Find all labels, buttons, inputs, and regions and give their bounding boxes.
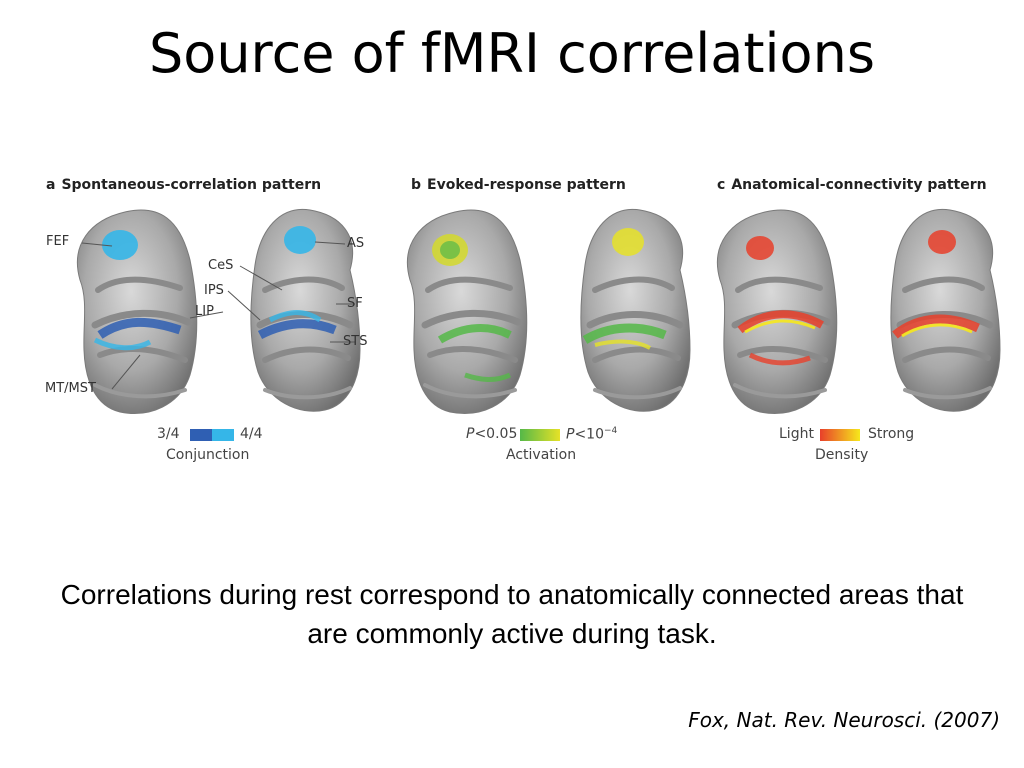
brain-illustrations — [0, 160, 1024, 480]
panel-b-right-hemisphere — [581, 209, 690, 411]
panel-c-legend-title: Density — [815, 447, 869, 463]
label-fef: FEF — [46, 234, 70, 249]
brain-figure: a Spontaneous-correlation pattern FEF AS … — [0, 160, 1024, 480]
panel-b-legend-swatch — [520, 429, 560, 441]
panel-a-legend-swatch-low — [190, 429, 212, 441]
panel-b-legend-low: P<0.05 — [466, 426, 518, 442]
panel-b-title: b Evoked-response pattern — [411, 177, 626, 193]
slide-caption: Correlations during rest correspond to a… — [60, 579, 964, 650]
panel-a-right-hemisphere — [251, 209, 360, 411]
label-lip: LIP — [195, 304, 214, 319]
slide-citation: Fox, Nat. Rev. Neurosci. (2007) — [688, 708, 1000, 732]
label-ips: IPS — [204, 283, 224, 298]
label-sts: STS — [343, 334, 368, 349]
panel-b-legend-title: Activation — [506, 447, 577, 463]
panel-a-legend-title: Conjunction — [166, 447, 250, 463]
panel-a-title: a Spontaneous-correlation pattern — [46, 177, 322, 193]
panel-c-title: c Anatomical-connectivity pattern — [717, 177, 987, 193]
panel-c-right-hemisphere — [891, 209, 1000, 411]
panel-b-left-hemisphere — [407, 210, 526, 413]
panel-b-legend-high: P<10−4 — [566, 426, 618, 443]
label-ces: CeS — [208, 258, 234, 273]
panel-a-legend-swatch-high — [212, 429, 234, 441]
label-mt-mst: MT/MST — [45, 381, 96, 396]
panel-c-legend-low: Light — [779, 426, 814, 442]
slide-title: Source of fMRI correlations — [149, 22, 875, 85]
label-as: AS — [347, 236, 365, 251]
panel-c-legend-high: Strong — [868, 426, 915, 442]
panel-a-legend-high: 4/4 — [240, 426, 263, 442]
panel-a-left-hemisphere — [77, 210, 196, 413]
panel-c-legend-swatch — [820, 429, 860, 441]
label-sf: SF — [347, 296, 363, 311]
panel-a-legend-low: 3/4 — [157, 426, 180, 442]
panel-c-left-hemisphere — [717, 210, 836, 413]
